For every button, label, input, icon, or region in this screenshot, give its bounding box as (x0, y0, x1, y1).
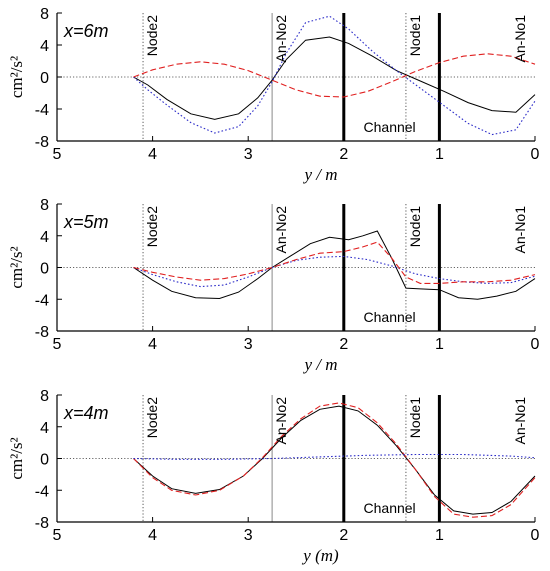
x-tick-label: 0 (531, 146, 540, 163)
series-line-1 (133, 402, 536, 518)
x-tick-label: 4 (148, 527, 157, 544)
x-tick-label: 4 (148, 336, 157, 353)
y-axis-label: cm²/s² (7, 56, 26, 98)
annotation-label: An-No2 (273, 206, 289, 254)
y-tick-label: 0 (40, 261, 49, 278)
series-line-1 (133, 255, 536, 288)
panel-1: -8 -4 0 4 8 5 4 3 2 1 0 cm²/s² y / m x=5m Node2 An-No2 N… (7, 197, 540, 374)
x-tick-label: 2 (339, 336, 348, 353)
channel-label: Channel (364, 119, 416, 135)
x-tick-label: 0 (531, 527, 540, 544)
series-line-2 (133, 53, 536, 98)
channel-label: Channel (364, 309, 416, 325)
x-tick-label: 3 (244, 527, 253, 544)
annotation-label: An-No1 (512, 206, 528, 254)
y-tick-label: 8 (40, 6, 49, 23)
channel-label: Channel (364, 500, 416, 516)
y-axis-label: cm²/s² (7, 246, 26, 288)
series-line-0 (133, 230, 536, 300)
y-tick-label: -8 (35, 515, 49, 532)
y-tick-label: 0 (40, 452, 49, 469)
series-line-0 (133, 405, 536, 515)
annotation-label: An-No2 (273, 397, 289, 445)
y-tick-label: 8 (40, 197, 49, 214)
series-line-2 (133, 241, 536, 284)
annotation-label: Node1 (407, 206, 423, 247)
y-tick-label: 4 (40, 229, 49, 246)
x-tick-label: 1 (435, 336, 444, 353)
annotation-label: An-No1 (512, 397, 528, 445)
x-axis-label: y / m (302, 355, 337, 374)
x-tick-label: 2 (339, 527, 348, 544)
y-tick-label: -8 (35, 324, 49, 341)
series-line-1 (133, 15, 536, 136)
x-axis-label: y (m) (301, 546, 339, 565)
y-tick-label: -4 (35, 102, 49, 119)
x-tick-label: 3 (244, 336, 253, 353)
annotation-label: Node2 (144, 397, 160, 438)
x-tick-label: 3 (244, 146, 253, 163)
panel-label: x=5m (63, 212, 109, 232)
annotation-label: Node1 (407, 15, 423, 56)
x-tick-label: 1 (435, 527, 444, 544)
y-tick-label: 8 (40, 388, 49, 405)
series-line-0 (133, 36, 536, 120)
panel-2: -8 -4 0 4 8 5 4 3 2 1 0 cm²/s² y (m) x=4m Node2 An-No2 N… (7, 388, 540, 565)
x-tick-label: 5 (53, 336, 62, 353)
y-tick-label: -4 (35, 292, 49, 309)
series-line-2 (133, 453, 536, 460)
y-tick-label: 0 (40, 70, 49, 87)
annotation-label: Node1 (407, 397, 423, 438)
x-tick-label: 5 (53, 146, 62, 163)
annotation-label: An-No2 (273, 15, 289, 63)
panel-label: x=4m (63, 403, 109, 423)
x-tick-label: 4 (148, 146, 157, 163)
x-axis-label: y / m (302, 165, 337, 184)
x-tick-label: 0 (531, 336, 540, 353)
x-tick-label: 2 (339, 146, 348, 163)
y-axis-label: cm²/s² (7, 437, 26, 479)
y-tick-label: 4 (40, 420, 49, 437)
panel-label: x=6m (63, 21, 109, 41)
panel-0: -8 -4 0 4 8 5 4 3 2 1 0 cm²/s² y / m x=6m Node2 An-No2 N… (7, 6, 540, 184)
y-tick-label: -8 (35, 134, 49, 151)
annotation-label: Node2 (144, 206, 160, 247)
y-tick-label: -4 (35, 483, 49, 500)
annotation-label: An-No1 (512, 15, 528, 63)
y-tick-label: 4 (40, 38, 49, 55)
x-tick-label: 1 (435, 146, 444, 163)
x-tick-label: 5 (53, 527, 62, 544)
annotation-label: Node2 (144, 15, 160, 56)
